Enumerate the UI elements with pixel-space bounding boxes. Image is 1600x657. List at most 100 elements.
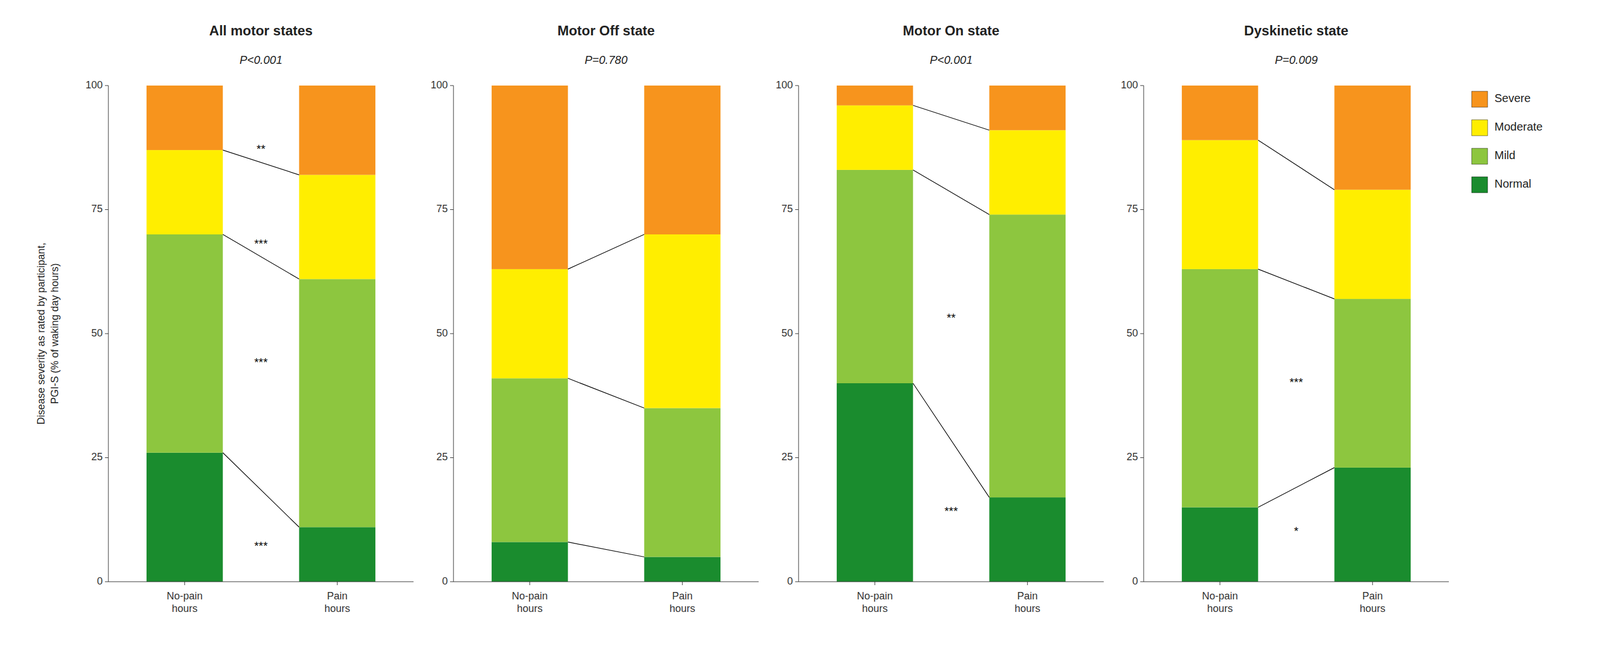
y-tick-label: 100	[430, 79, 448, 91]
bars	[836, 85, 1066, 582]
y-tick	[795, 333, 799, 335]
x-tick-label: No-painhours	[1201, 590, 1238, 615]
annotation: ***	[1289, 375, 1304, 389]
x-tick	[874, 581, 876, 586]
x-tick	[184, 581, 185, 586]
title: Motor Off state	[557, 22, 655, 39]
y-tick-label: 0	[442, 575, 448, 587]
y-tick	[795, 209, 799, 210]
y-tick-label: 25	[436, 451, 448, 463]
connector-line	[568, 234, 645, 270]
panel: Dyskinetic stateP=0.0090255075100No-pain…	[1120, 22, 1543, 615]
y-tick	[795, 85, 799, 87]
bar-segment	[491, 85, 569, 270]
x-tick-label: Painhours	[324, 590, 351, 615]
legend-label: Mild	[1494, 148, 1516, 162]
y-tick-label: 0	[1132, 575, 1138, 587]
y-tick-label: 100	[85, 79, 103, 91]
bar-segment	[491, 269, 569, 379]
y-tick-label: 75	[1126, 203, 1138, 215]
annotation: **	[946, 311, 957, 324]
legend-label: Normal	[1494, 177, 1531, 190]
y-tick-label: 50	[436, 327, 448, 339]
x-tick-label: No-painhours	[166, 590, 203, 615]
x-tick-label: No-painhours	[856, 590, 893, 615]
y-tick	[795, 581, 799, 583]
y-tick	[104, 85, 109, 87]
bar-segment	[146, 150, 224, 235]
y-tick	[450, 333, 454, 335]
bar-segment	[989, 130, 1066, 215]
subtitle: P=0.780	[584, 53, 628, 67]
x-tick	[1027, 581, 1028, 586]
y-tick	[795, 457, 799, 459]
bars	[146, 85, 376, 582]
bar-segment	[491, 541, 569, 582]
legend-swatch	[1471, 176, 1488, 193]
subtitle: P<0.001	[929, 53, 973, 67]
panel: Motor Off stateP=0.7800255075100No-painh…	[430, 22, 759, 615]
x-tick-label: Painhours	[1014, 590, 1041, 615]
x-axis-line	[1143, 581, 1449, 583]
y-tick	[104, 457, 109, 459]
bar-segment	[836, 383, 914, 582]
legend-swatch	[1471, 148, 1488, 165]
x-axis-line	[453, 581, 759, 583]
bar-segment	[1181, 507, 1259, 583]
connector-line	[568, 541, 645, 557]
bar-segment	[989, 85, 1066, 131]
bar-segment	[491, 378, 569, 542]
y-tick-label: 50	[1126, 327, 1138, 339]
bars	[1181, 85, 1411, 582]
y-tick	[1140, 85, 1144, 87]
y-tick	[104, 209, 109, 210]
bars	[491, 85, 721, 582]
annotation: ***	[944, 504, 959, 518]
y-tick-label: 25	[91, 451, 103, 463]
y-tick-label: 50	[781, 327, 793, 339]
bar-segment	[146, 452, 224, 582]
panel: Motor On stateP<0.0010255075100No-painho…	[775, 22, 1104, 615]
y-tick-label: 25	[1126, 451, 1138, 463]
x-tick	[1372, 581, 1373, 586]
bar-segment	[836, 169, 914, 384]
bar-segment	[643, 557, 721, 583]
connector-line	[1258, 467, 1335, 508]
legend: SevereModerateMildNormal	[1471, 91, 1543, 193]
bar-segment	[298, 85, 376, 176]
connector-line	[1258, 269, 1335, 299]
bar-segment	[643, 85, 721, 235]
connector-line	[913, 383, 990, 498]
annotation: ***	[254, 237, 269, 250]
y-tick-label: 0	[96, 575, 103, 587]
bar-segment	[1334, 467, 1411, 582]
connector-line	[1258, 140, 1335, 190]
y-tick	[1140, 457, 1144, 459]
annotation: ***	[254, 355, 269, 369]
title: Dyskinetic state	[1244, 22, 1349, 39]
x-tick-label: Painhours	[1359, 590, 1386, 615]
connector-line	[568, 378, 645, 408]
legend-label: Severe	[1494, 91, 1531, 105]
bar-segment	[836, 85, 914, 106]
y-tick	[450, 85, 454, 87]
bar-segment	[298, 278, 376, 528]
connector-line	[913, 169, 990, 215]
legend-swatch	[1471, 119, 1488, 136]
y-tick	[1140, 209, 1144, 210]
bar-segment	[1181, 269, 1259, 508]
y-tick	[450, 457, 454, 459]
annotation: **	[256, 142, 266, 156]
subtitle: P=0.009	[1274, 53, 1318, 67]
x-tick	[529, 581, 530, 586]
y-tick	[104, 333, 109, 335]
bar-segment	[643, 234, 721, 409]
title: Motor On state	[902, 22, 1000, 39]
connector-line	[223, 234, 300, 279]
x-axis-line	[108, 581, 414, 583]
x-axis-line	[798, 581, 1104, 583]
bar-segment	[146, 234, 224, 453]
bar-segment	[1181, 140, 1259, 270]
bar-segment	[146, 85, 224, 151]
y-tick-label: 50	[91, 327, 103, 339]
